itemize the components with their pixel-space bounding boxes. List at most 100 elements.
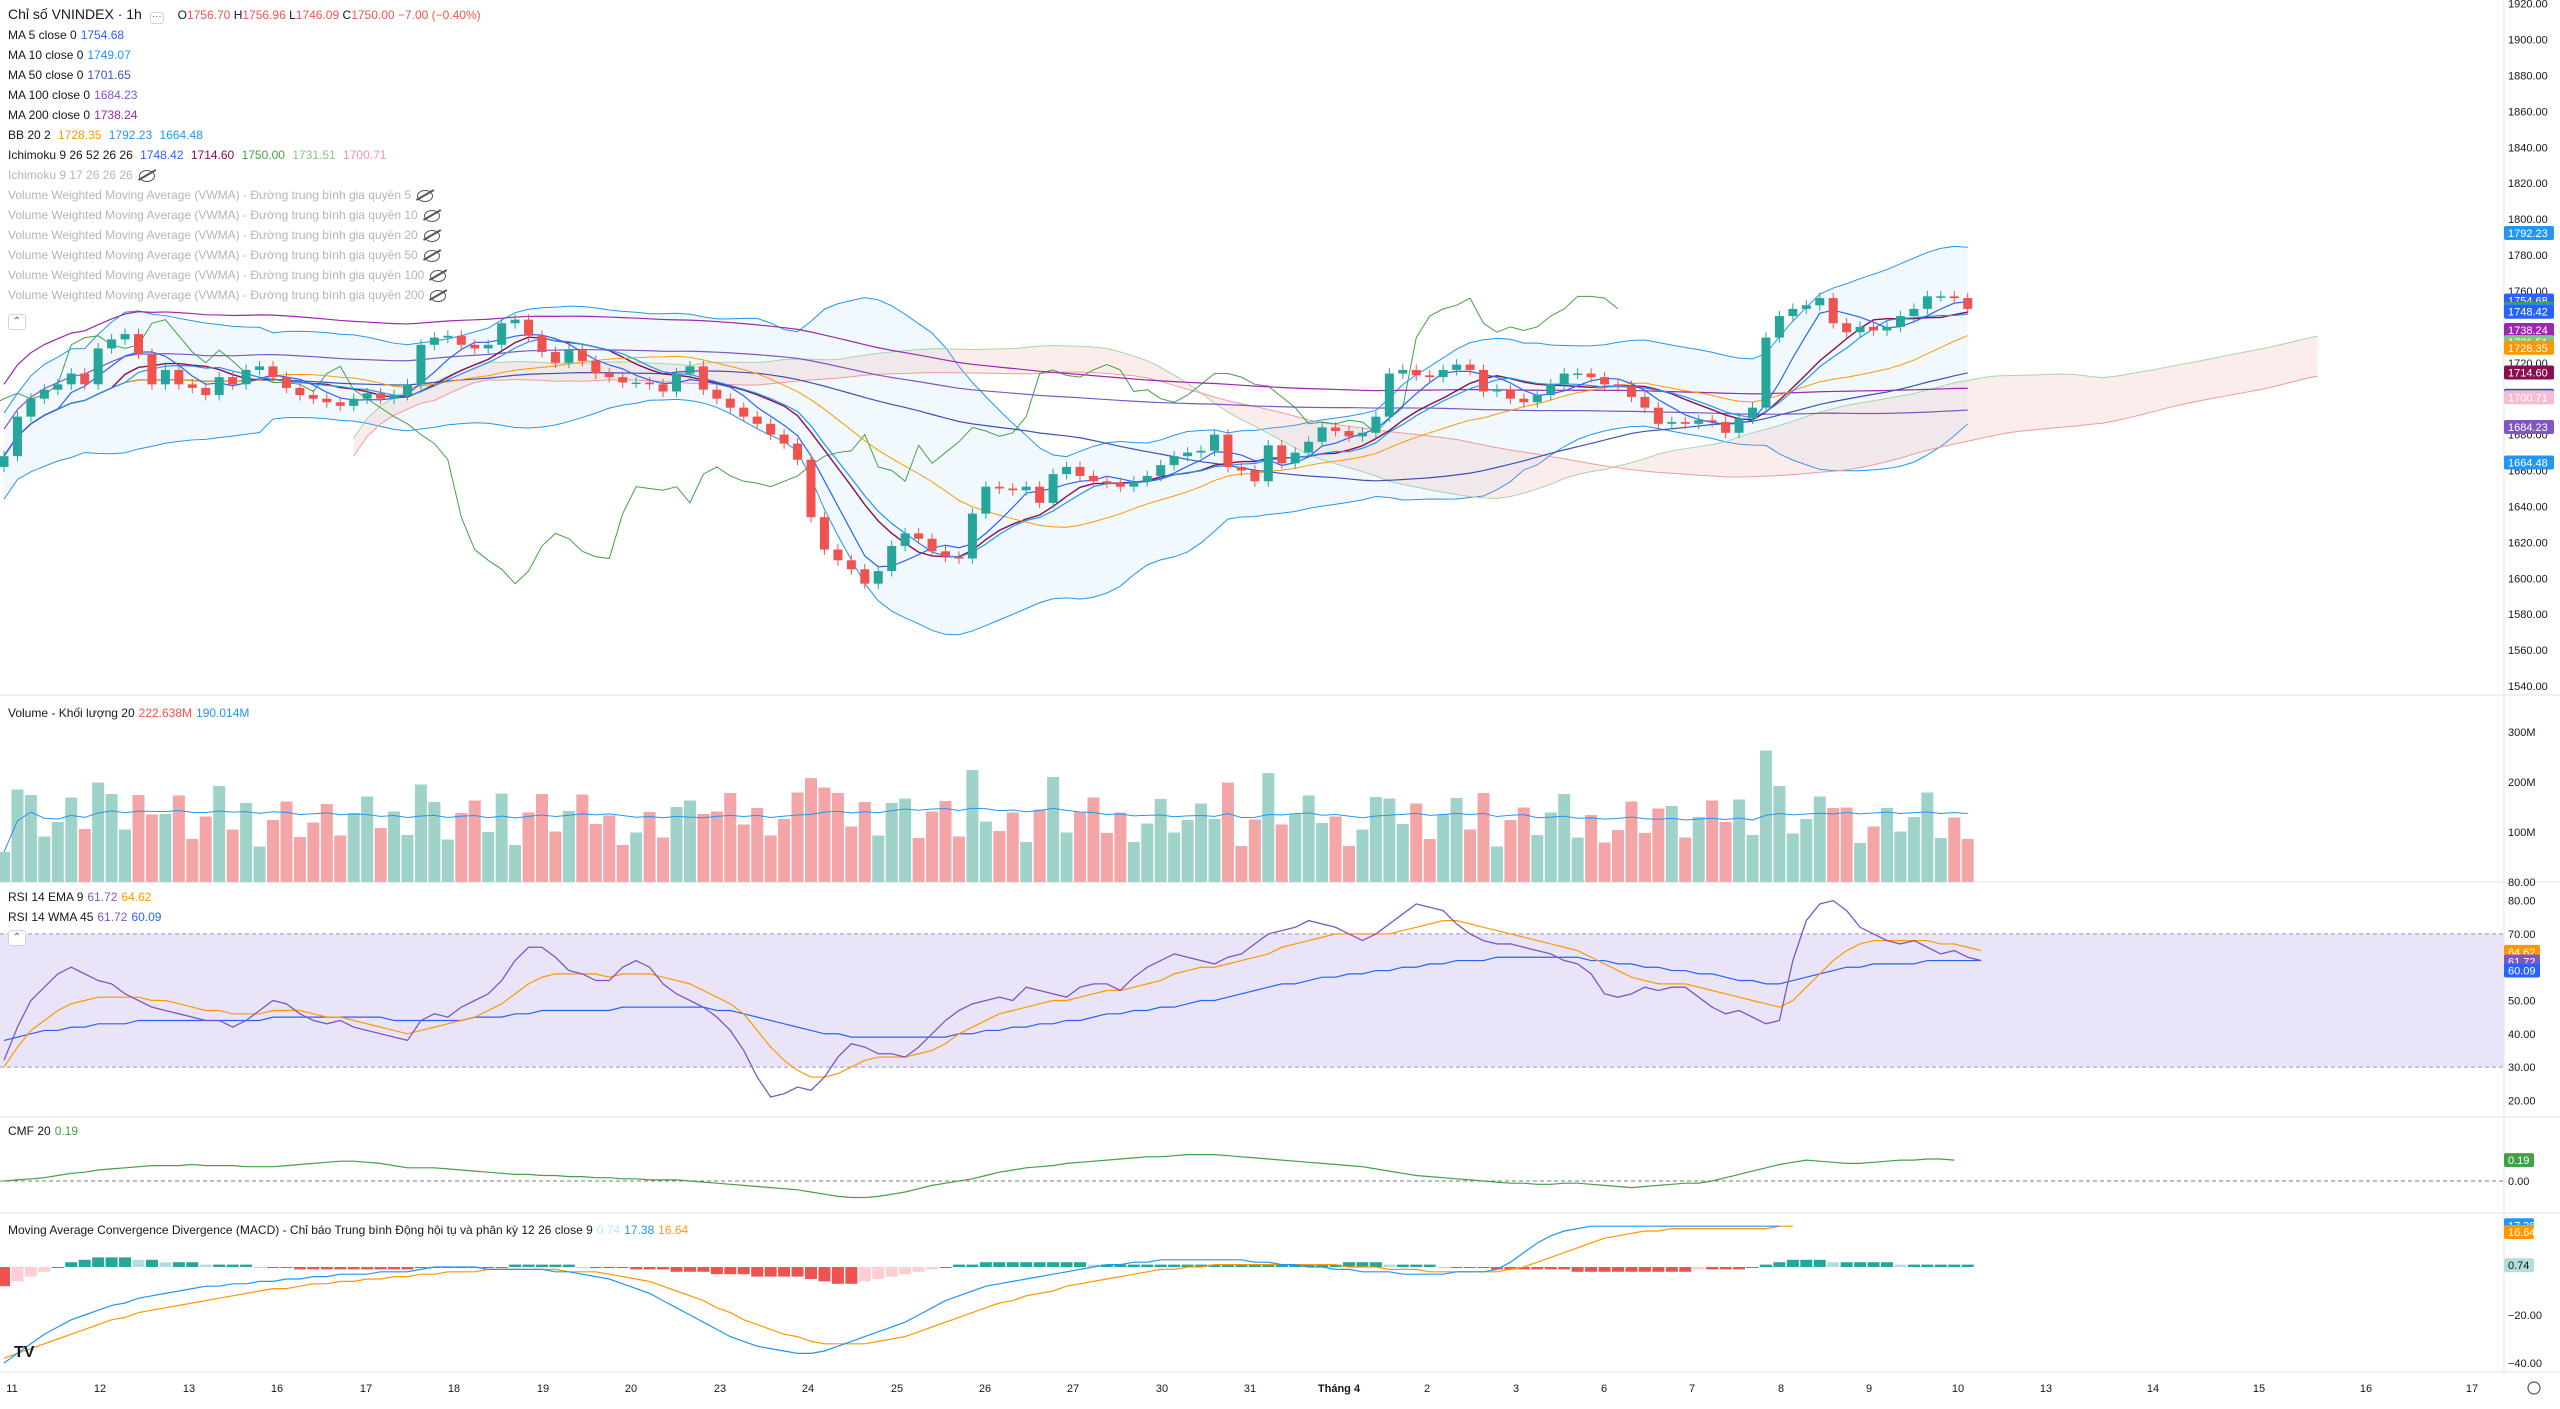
price-tick-label: 1800.00: [2508, 214, 2548, 226]
bb-legend[interactable]: BB 20 2 1728.35 1792.23 1664.48: [8, 128, 203, 142]
hidden-eye-icon[interactable]: [430, 289, 447, 302]
volume-bar: [172, 795, 185, 882]
macd-histogram-bar: [589, 1267, 602, 1268]
macd-histogram-bar: [562, 1264, 575, 1267]
rsi-ema-legend[interactable]: RSI 14 EMA 9 61.72 64.62: [8, 890, 152, 904]
price-tick-label: 1880.00: [2508, 70, 2548, 82]
candle-body: [577, 350, 587, 361]
cmf-legend[interactable]: CMF 20 0.19: [8, 1124, 79, 1138]
macd-histogram-bar: [1733, 1267, 1746, 1270]
ichimoku2-legend[interactable]: Ichimoku 9 17 26 26 26: [8, 165, 481, 185]
rsi-collapse-button[interactable]: ⌃: [8, 930, 26, 946]
vwma200-legend[interactable]: Volume Weighted Moving Average (VWMA) - …: [8, 285, 481, 305]
volume-legend[interactable]: Volume - Khối lượng 20 222.638M 190.014M: [8, 706, 250, 720]
volume-bar: [1625, 801, 1638, 882]
hidden-eye-icon[interactable]: [430, 269, 447, 282]
time-axis-label: 26: [979, 1383, 991, 1395]
volume-bar: [764, 835, 777, 882]
volume-bar: [1410, 803, 1423, 882]
macd-histogram-bar: [38, 1267, 51, 1272]
vwma50-legend[interactable]: Volume Weighted Moving Average (VWMA) - …: [8, 245, 481, 265]
hidden-eye-icon[interactable]: [423, 229, 440, 242]
ichimoku-legend[interactable]: Ichimoku 9 26 52 26 26 1748.42 1714.60 1…: [8, 148, 387, 162]
candle-body: [429, 337, 439, 345]
macd-histogram-bar: [630, 1267, 643, 1270]
candle-body: [1734, 418, 1744, 433]
price-tag-label: 1738.24: [2508, 325, 2548, 337]
volume-bar: [1585, 815, 1598, 882]
candle-body: [1223, 434, 1233, 467]
vwma10-legend[interactable]: Volume Weighted Moving Average (VWMA) - …: [8, 205, 481, 225]
candle-body: [26, 398, 36, 417]
volume-bar: [966, 770, 979, 882]
candle-body: [658, 384, 668, 392]
cmf-tag: [2504, 1153, 2534, 1168]
macd-histogram-bar: [993, 1262, 1006, 1267]
vwma100-legend[interactable]: Volume Weighted Moving Average (VWMA) - …: [8, 265, 481, 285]
time-axis-label: 18: [448, 1383, 460, 1395]
volume-bar: [388, 811, 401, 882]
macd-histogram-bar: [1558, 1267, 1571, 1270]
ma5-legend[interactable]: MA 5 close 0 1754.68: [8, 28, 125, 42]
volume-bar: [1477, 793, 1490, 882]
macd-histogram-bar: [361, 1267, 374, 1270]
candle-body: [1895, 316, 1905, 327]
candle-body: [779, 434, 789, 444]
volume-bar: [482, 832, 495, 882]
cmf-tick-label: 0.00: [2508, 1176, 2529, 1188]
settings-gear-icon[interactable]: [2527, 1381, 2541, 1395]
hidden-eye-icon[interactable]: [138, 169, 155, 182]
hidden-eye-icon[interactable]: [417, 189, 434, 202]
macd-histogram-bar: [240, 1264, 253, 1267]
macd-histogram-bar: [1383, 1264, 1396, 1267]
volume-bar: [1840, 807, 1853, 882]
rsi-wma-legend[interactable]: RSI 14 WMA 45 61.72 60.09: [8, 910, 162, 924]
macd-histogram-bar: [912, 1267, 925, 1272]
candle-body: [362, 393, 372, 399]
volume-bar: [1679, 837, 1692, 882]
candle-body: [1909, 308, 1919, 317]
candle-body: [93, 348, 103, 385]
volume-bar: [1195, 803, 1208, 882]
legend-collapse-button[interactable]: ⌃: [8, 314, 26, 330]
macd-histogram-bar: [92, 1257, 105, 1267]
macd-histogram-bar: [549, 1264, 562, 1267]
vwma5-legend[interactable]: Volume Weighted Moving Average (VWMA) - …: [8, 185, 481, 205]
vwma20-legend[interactable]: Volume Weighted Moving Average (VWMA) - …: [8, 225, 481, 245]
candle-body: [1626, 386, 1636, 397]
candle-body: [1479, 369, 1488, 392]
candle-body: [873, 571, 883, 584]
macd-histogram-bar: [482, 1267, 495, 1268]
ichimoku-span-a: [353, 335, 2318, 500]
ma100-legend[interactable]: MA 100 close 0 1684.23: [8, 88, 138, 102]
macd-histogram-bar: [51, 1267, 64, 1268]
hidden-eye-icon[interactable]: [423, 249, 440, 262]
volume-bar: [1612, 830, 1624, 882]
symbol-collapse-button[interactable]: ···: [149, 11, 164, 24]
rsi-tag-label: 60.09: [2508, 966, 2536, 978]
volume-tick-label: 300M: [2508, 727, 2536, 739]
candle-body: [268, 366, 278, 378]
price-tag-label: 1748.42: [2508, 307, 2548, 319]
ma200-legend[interactable]: MA 200 close 0 1738.24: [8, 108, 138, 122]
candle-body: [537, 335, 547, 352]
volume-bar: [1665, 806, 1678, 882]
time-axis-label: 2: [1424, 1383, 1430, 1395]
hidden-eye-icon[interactable]: [423, 209, 440, 222]
ma10-legend[interactable]: MA 10 close 0 1749.07: [8, 48, 131, 62]
macd-histogram-bar: [1450, 1267, 1463, 1268]
candle-body: [1465, 364, 1475, 370]
volume-bar: [710, 811, 723, 882]
volume-bar: [522, 812, 535, 882]
candle-body: [53, 384, 63, 390]
candle-body: [698, 366, 708, 390]
candle-body: [927, 538, 937, 552]
ma200-line: [3, 311, 1968, 395]
volume-bar: [213, 786, 226, 882]
macd-legend[interactable]: Moving Average Convergence Divergence (M…: [8, 1223, 689, 1237]
volume-bar: [374, 828, 387, 882]
price-tick-label: 1620.00: [2508, 537, 2548, 549]
ma50-legend[interactable]: MA 50 close 0 1701.65: [8, 68, 131, 82]
tradingview-logo[interactable]: TV: [14, 1344, 35, 1361]
